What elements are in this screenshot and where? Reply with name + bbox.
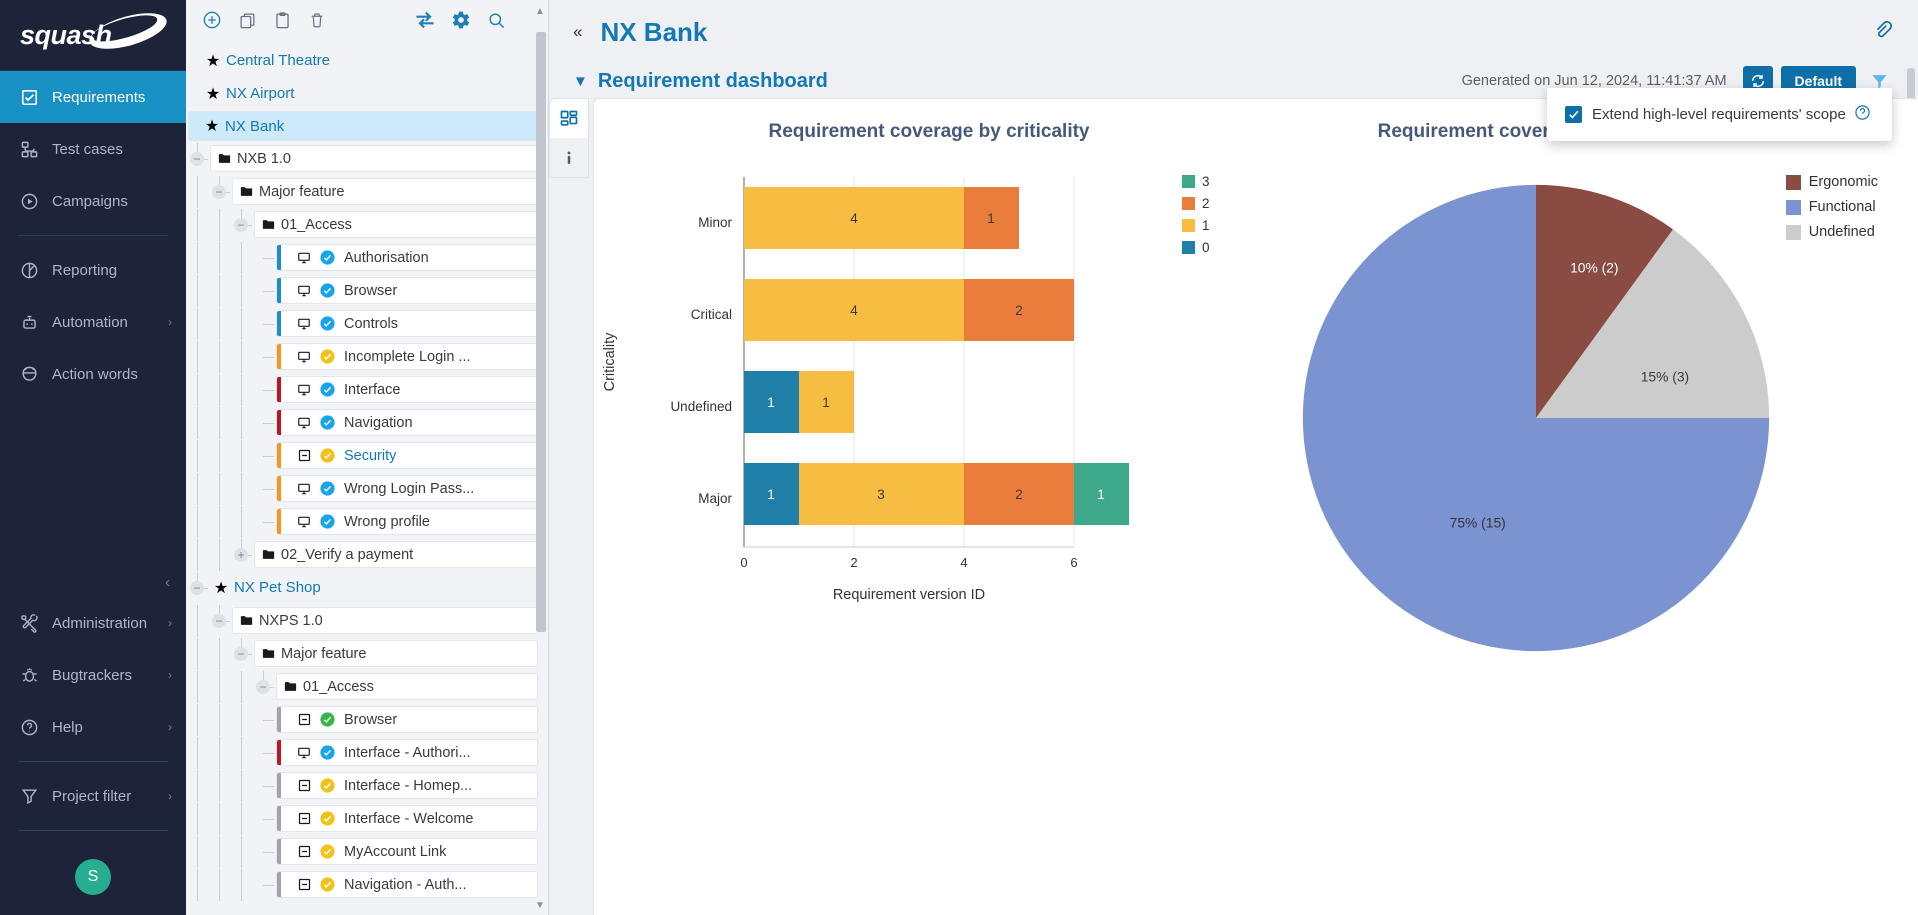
svg-text:4: 4 [960,555,967,570]
svg-text:2: 2 [850,555,857,570]
svg-text:2: 2 [1015,487,1023,502]
svg-text:1: 1 [822,395,830,410]
svg-text:4: 4 [850,211,858,226]
svg-text:Requirement version ID: Requirement version ID [833,587,985,603]
svg-text:6: 6 [1070,555,1077,570]
svg-text:Undefined: Undefined [670,399,732,414]
svg-text:75% (15): 75% (15) [1450,514,1506,530]
svg-text:1: 1 [987,211,995,226]
svg-text:10% (2): 10% (2) [1570,259,1618,275]
svg-text:2: 2 [1015,303,1023,318]
svg-text:Criticality: Criticality [602,332,618,392]
svg-text:Major: Major [698,491,732,506]
svg-text:0: 0 [740,555,747,570]
svg-text:1: 1 [1097,487,1105,502]
svg-text:15% (3): 15% (3) [1641,369,1689,385]
svg-text:Minor: Minor [698,215,732,230]
svg-text:1: 1 [767,395,775,410]
svg-text:Critical: Critical [691,307,732,322]
svg-text:4: 4 [850,303,858,318]
svg-text:3: 3 [877,487,885,502]
svg-text:1: 1 [767,487,775,502]
